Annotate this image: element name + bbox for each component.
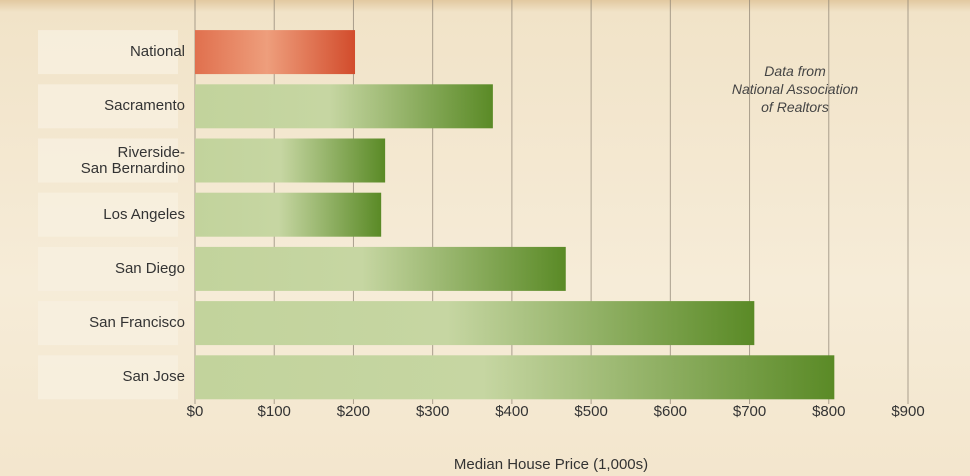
label-band <box>38 301 178 346</box>
x-tick-label: $200 <box>337 403 370 420</box>
label-band <box>38 84 178 129</box>
label-band <box>38 192 178 237</box>
label-band <box>38 30 178 75</box>
x-tick-label: $600 <box>654 403 687 420</box>
y-tick-label: National <box>129 43 185 61</box>
bar <box>195 138 386 183</box>
y-tick-label: San Diego <box>114 259 185 277</box>
y-tick-label: Los Angeles <box>103 205 185 223</box>
bar <box>195 301 755 346</box>
label-band <box>38 355 178 400</box>
x-tick-label: $300 <box>416 403 449 420</box>
y-tick-label: San Francisco <box>89 314 185 332</box>
annotation: Data from National Association of Realto… <box>731 63 859 115</box>
bar <box>195 355 835 400</box>
label-band <box>38 138 178 183</box>
bar <box>195 192 382 237</box>
x-tick-label: $100 <box>258 403 291 420</box>
x-tick-label: $800 <box>812 403 845 420</box>
label-band <box>38 246 178 291</box>
x-tick-label: $500 <box>574 403 607 420</box>
x-axis-label: Median House Price (1,000s) <box>454 456 648 473</box>
y-tick-label: San Jose <box>122 368 185 386</box>
x-tick-label: $900 <box>891 403 924 420</box>
x-tick-label: $700 <box>733 403 766 420</box>
y-tick-label: Sacramento <box>104 97 185 115</box>
x-tick-label: $0 <box>187 403 204 420</box>
x-tick-label: $400 <box>495 403 528 420</box>
y-tick-label: Riverside- San Bernardino <box>80 143 185 177</box>
bar <box>195 84 493 129</box>
bar <box>195 246 566 291</box>
bar <box>195 30 356 75</box>
